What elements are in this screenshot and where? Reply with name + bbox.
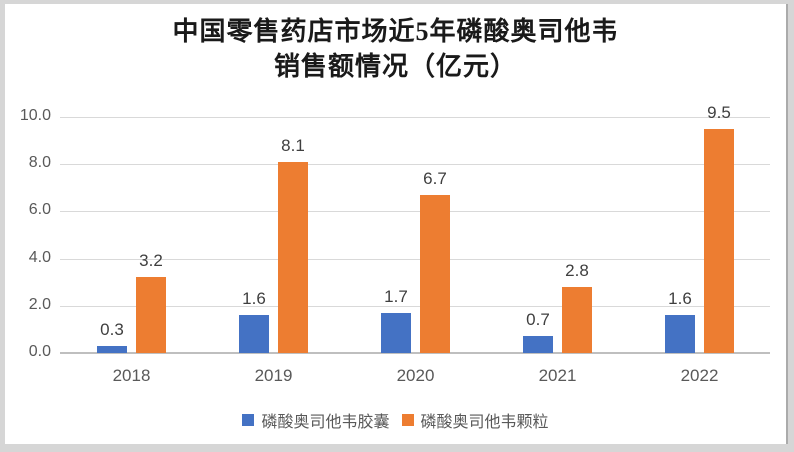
bar-磷酸奥司他韦颗粒-2020 (420, 195, 450, 353)
y-tick-label: 2.0 (28, 295, 51, 313)
legend-swatch-icon (242, 414, 255, 426)
x-axis-line (60, 352, 770, 354)
x-category-label: 2021 (538, 366, 577, 385)
bar-磷酸奥司他韦颗粒-2022 (704, 129, 734, 353)
chart-title-line1: 中国零售药店市场近5年磷酸奥司他韦 (172, 17, 619, 46)
legend-item: 磷酸奥司他韦胶囊 (242, 408, 390, 432)
data-label: 1.7 (384, 287, 408, 306)
bar-磷酸奥司他韦胶囊-2020 (381, 313, 411, 353)
legend-label: 磷酸奥司他韦胶囊 (261, 414, 390, 431)
data-label: 1.6 (668, 289, 692, 308)
data-label: 0.7 (526, 310, 550, 329)
legend-item: 磷酸奥司他韦颗粒 (401, 408, 549, 432)
gridline (60, 164, 770, 166)
data-label: 0.3 (100, 320, 124, 339)
y-tick-label: 4.0 (28, 248, 51, 266)
y-tick-label: 0.0 (28, 343, 51, 360)
data-label: 9.5 (707, 103, 731, 122)
bar-磷酸奥司他韦胶囊-2021 (523, 336, 553, 353)
bar-磷酸奥司他韦颗粒-2021 (562, 287, 592, 353)
chart-title: 中国零售药店市场近5年磷酸奥司他韦 销售额情况（亿元） (5, 14, 786, 84)
bar-磷酸奥司他韦颗粒-2019 (278, 162, 308, 353)
data-label: 1.6 (242, 289, 266, 308)
data-label: 6.7 (423, 169, 447, 188)
gridline (60, 258, 770, 260)
plot-area: 0.0 2.0 4.0 6.0 8.0 10.0 2018 0.3 3.2 2019 1.6 8.1 2… (5, 4, 786, 444)
gridline (60, 305, 770, 307)
bar-磷酸奥司他韦胶囊-2018 (97, 346, 127, 353)
gridline (60, 211, 770, 213)
x-category-label: 2019 (254, 366, 293, 385)
x-category-label: 2020 (396, 366, 435, 385)
data-label: 8.1 (281, 136, 305, 155)
bar-磷酸奥司他韦胶囊-2019 (239, 315, 269, 353)
legend-label: 磷酸奥司他韦颗粒 (420, 414, 549, 431)
y-tick-label: 8.0 (28, 154, 51, 172)
chart-canvas: 中国零售药店市场近5年磷酸奥司他韦 销售额情况（亿元） 0.0 2.0 4.0 6.0… (5, 4, 788, 444)
legend: 磷酸奥司他韦胶囊 磷酸奥司他韦颗粒 (5, 408, 786, 432)
data-label: 3.2 (139, 251, 163, 270)
gridline (60, 117, 770, 118)
x-category-label: 2022 (680, 366, 719, 385)
y-tick-label: 10.0 (19, 107, 51, 124)
chart-title-line2: 销售额情况（亿元） (273, 52, 517, 81)
x-category-label: 2018 (112, 366, 151, 385)
bar-磷酸奥司他韦颗粒-2018 (136, 277, 166, 353)
bar-磷酸奥司他韦胶囊-2022 (665, 315, 695, 353)
legend-swatch-icon (401, 414, 414, 426)
y-tick-label: 6.0 (28, 201, 51, 219)
data-label: 2.8 (565, 261, 589, 280)
